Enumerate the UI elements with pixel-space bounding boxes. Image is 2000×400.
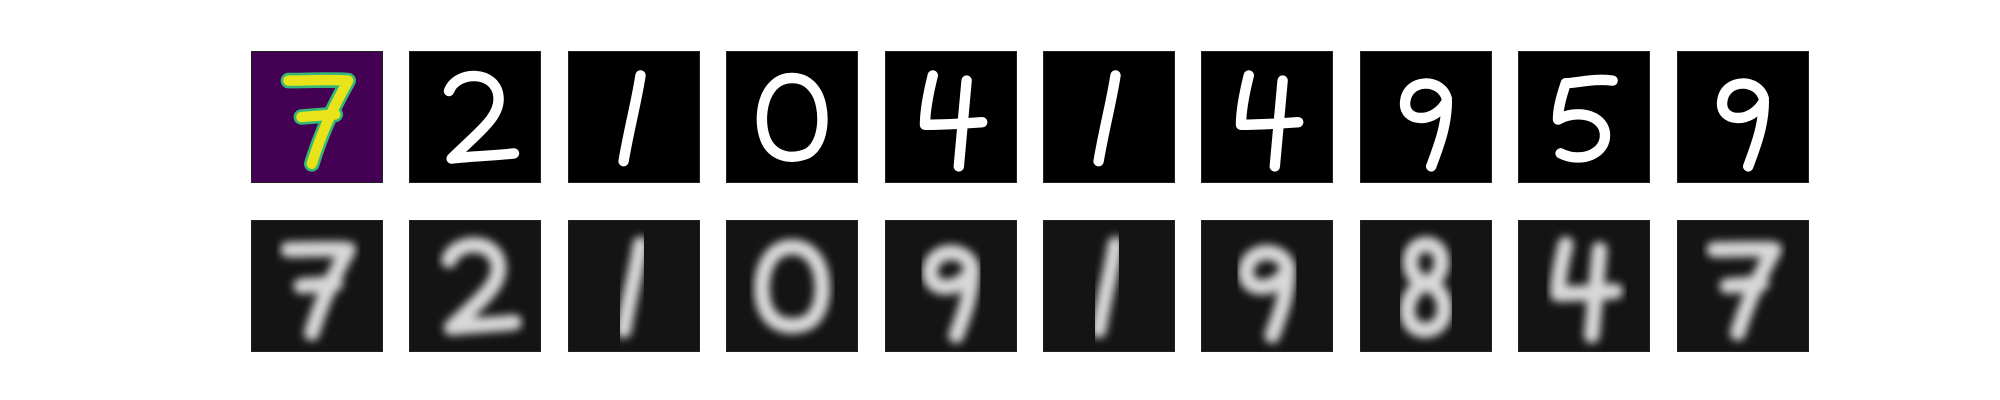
tile-background [1202,52,1332,182]
reconstructed-digit-7-tile [251,220,383,352]
tile-background [886,52,1016,182]
digit-stroke [1235,70,1304,172]
digit-1-image [569,52,699,182]
digit-stroke [1399,236,1453,338]
digit-stroke [441,237,522,336]
digit-stroke [1093,70,1121,167]
original-digit-2-tile [409,51,541,183]
digit-1-image [1044,52,1174,182]
digit-7-image [252,52,382,182]
original-digit-7-tile [251,51,383,183]
digit-4-image [1519,221,1649,351]
reconstructed-digit-8-tile [1360,220,1492,352]
digit-stroke [1238,244,1296,344]
digit-4-image [1202,52,1332,182]
reconstructed-digit-9-tile [885,220,1017,352]
digit-stroke [756,72,828,162]
digit-1-image [569,221,699,351]
digit-stroke [919,70,988,172]
digit-stroke [1550,236,1623,344]
original-digits-row [251,51,1813,187]
reconstructed-digit-2-tile [409,220,541,352]
digit-0-image [727,52,857,182]
original-digit-0-tile [726,51,858,183]
original-digit-4-tile [1201,51,1333,183]
reconstructed-digit-1-tile [568,220,700,352]
digit-stroke [1090,236,1124,338]
digit-0-image [727,221,857,351]
reconstructed-digit-0-tile [726,220,858,352]
digit-7-image [1678,221,1808,351]
original-digit-1-tile [568,51,700,183]
original-digit-9-tile [1360,51,1492,183]
digit-stroke [443,70,520,164]
digit-9-image [1361,52,1491,182]
digit-8-image [1361,221,1491,351]
digit-stroke [1706,241,1782,341]
digit-stroke [922,244,980,344]
digit-9-image [886,221,1016,351]
digit-stroke [618,70,646,167]
digit-2-image [410,221,540,351]
digit-5-image [1519,52,1649,182]
reconstructed-digit-9-tile [1201,220,1333,352]
original-digit-9-tile [1677,51,1809,183]
digit-stroke [615,236,649,338]
original-digit-5-tile [1518,51,1650,183]
digit-stroke [280,241,356,341]
digit-1-image [1044,221,1174,351]
reconstructed-digit-1-tile [1043,220,1175,352]
digit-9-image [1202,221,1332,351]
digit-stroke [1552,74,1618,163]
digit-9-image [1678,52,1808,182]
digit-stroke [283,74,354,169]
reconstructed-digit-7-tile [1677,220,1809,352]
digit-stroke [1399,78,1452,172]
digit-7-image [252,221,382,351]
digit-4-image [886,52,1016,182]
original-digit-1-tile [1043,51,1175,183]
digit-stroke [754,239,831,334]
digit-stroke [1716,78,1769,172]
original-digit-4-tile [885,51,1017,183]
reconstructed-digits-row [251,220,1813,356]
digit-2-image [410,52,540,182]
reconstructed-digit-4-tile [1518,220,1650,352]
tile-background [727,52,857,182]
